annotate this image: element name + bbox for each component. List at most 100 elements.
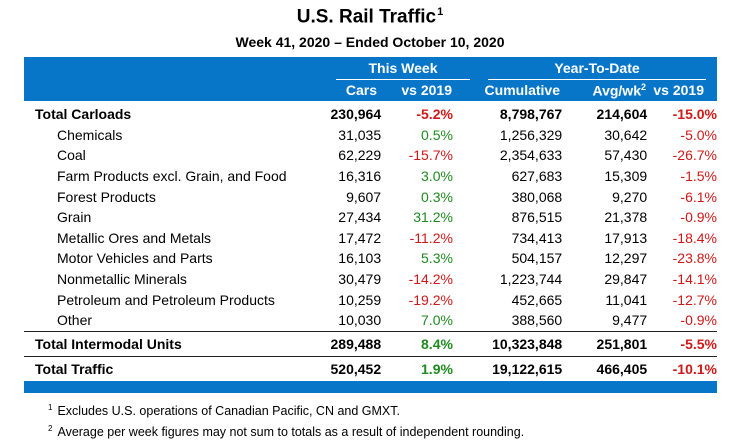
row-label: Other (24, 309, 303, 332)
vs2019-ytd-value: -6.1% (680, 188, 717, 205)
row-label: Petroleum and Petroleum Products (57, 291, 275, 308)
col-avgwk-label: Avg/wk (592, 82, 641, 99)
col-cars: Cars (345, 82, 377, 98)
vs2019-value: -14.2% (408, 271, 453, 288)
vs2019-value: 0.3% (421, 188, 453, 205)
cumulative-value: 8,798,767 (499, 106, 563, 123)
this-week-underline (336, 79, 470, 80)
avgwk-value: 466,405 (596, 360, 648, 377)
table-row: Metallic Ores and Metals 17,472 -11.2% 734,… (24, 228, 717, 249)
row-label: Forest Products (57, 188, 156, 205)
vs2019-value: 7.0% (381, 309, 453, 332)
cumulative-value: 388,560 (452, 309, 563, 332)
vs2019-value: 8.4% (381, 331, 453, 357)
cumulative-value: 452,665 (511, 291, 563, 308)
avgwk-footnote-mark: 2 (640, 82, 646, 92)
cumulative-value: 876,515 (511, 209, 563, 226)
footnote-1: 1 Excludes U.S. operations of Canadian Pa… (48, 403, 400, 418)
vs2019-ytd-value: -12.7% (672, 291, 717, 308)
footnote-2-text: Average per week figures may not sum to … (57, 425, 525, 440)
title-text: U.S. Rail Traffic (296, 6, 437, 28)
vs2019-ytd-value: -26.7% (672, 147, 717, 164)
vs2019-value: -19.2% (408, 291, 453, 308)
cumulative-value: 504,157 (511, 250, 563, 267)
table-row: Total Carloads 230,964 -5.2% 8,798,767 214,6… (24, 104, 717, 125)
col-vs2019-ytd: vs 2019 (653, 82, 704, 98)
footnote-1-mark: 1 (48, 403, 53, 412)
vs2019-value: -15.7% (408, 147, 453, 164)
table-row: Petroleum and Petroleum Products 10,259 -1… (24, 289, 717, 310)
avgwk-value: 30,642 (604, 126, 648, 143)
cars-value: 30,479 (338, 271, 382, 288)
row-label: Total Carloads (35, 106, 132, 123)
ytd-underline (488, 79, 706, 80)
row-label: Total Intermodal Units (24, 331, 303, 357)
cumulative-value: 734,413 (511, 229, 563, 246)
avgwk-value: 29,847 (604, 271, 648, 288)
table-row: Grain 27,434 31.2% 876,515 21,378 -0.9% (24, 207, 717, 228)
page-title: U.S. Rail Traffic1 (0, 6, 740, 28)
table-row: Forest Products 9,607 0.3% 380,068 9,270 -6.1… (24, 186, 717, 207)
avgwk-value: 17,913 (604, 229, 648, 246)
cumulative-value: 627,683 (511, 168, 563, 185)
cumulative-value: 19,122,615 (492, 360, 563, 377)
avgwk-value: 214,604 (596, 106, 648, 123)
vs2019-ytd-value: -23.8% (672, 250, 717, 267)
table-row: Coal 62,229 -15.7% 2,354,633 57,430 -26.7% (24, 145, 717, 166)
cumulative-value: 2,354,633 (499, 147, 563, 164)
table-row: Other 10,030 7.0% 388,560 9,477 -0.9% (24, 309, 717, 332)
cumulative-value: 1,256,329 (499, 126, 563, 143)
footnote-1-text: Excludes U.S. operations of Canadian Pac… (57, 404, 400, 419)
table-row: Total Traffic 520,452 1.9% 19,122,615 466,40… (24, 356, 717, 381)
table-row: Motor Vehicles and Parts 16,103 5.3% 504,15… (24, 248, 717, 269)
avgwk-value: 15,309 (604, 168, 648, 185)
col-cumulative: Cumulative (484, 82, 560, 98)
cars-value: 62,229 (338, 147, 382, 164)
vs2019-value: 0.5% (421, 126, 453, 143)
row-label: Grain (57, 209, 92, 226)
avgwk-value: 11,041 (605, 291, 648, 308)
col-vs2019: vs 2019 (401, 82, 452, 98)
row-label: Total Traffic (35, 360, 114, 377)
cars-value: 520,452 (330, 360, 382, 377)
vs2019-ytd-value: -14.1% (672, 271, 717, 288)
rail-traffic-table: Total Carloads 230,964 -5.2% 8,798,767 214,6… (24, 104, 717, 381)
row-label: Nonmetallic Minerals (57, 271, 187, 288)
table-row: Farm Products excl. Grain, and Food 16,31… (24, 166, 717, 187)
vs2019-ytd-value: -0.9% (680, 209, 717, 226)
avgwk-value: 12,297 (604, 250, 648, 267)
row-label: Chemicals (57, 126, 123, 143)
ytd-header: Year-To-Date (554, 60, 640, 76)
avgwk-value: 251,801 (562, 331, 648, 357)
vs2019-value: 3.0% (421, 168, 453, 185)
vs2019-ytd-value: -15.0% (672, 106, 717, 123)
vs2019-ytd-value: -10.1% (672, 360, 717, 377)
avgwk-value: 21,378 (604, 209, 648, 226)
cars-value: 10,030 (302, 309, 382, 332)
cars-value: 31,035 (338, 126, 382, 143)
cars-value: 16,103 (338, 250, 382, 267)
cars-value: 16,316 (338, 168, 382, 185)
cumulative-value: 1,223,744 (499, 271, 563, 288)
footer-band (24, 381, 717, 393)
vs2019-ytd-value: -18.4% (672, 229, 717, 246)
table-row: Nonmetallic Minerals 30,479 -14.2% 1,223,74… (24, 269, 717, 290)
vs2019-value: -11.2% (409, 229, 453, 246)
footnote-2: 2 Average per week figures may not sum to… (48, 424, 524, 439)
cars-value: 289,488 (302, 331, 382, 357)
table-row: Total Intermodal Units 289,488 8.4% 10,323,… (24, 331, 717, 357)
row-label: Farm Products excl. Grain, and Food (57, 168, 287, 185)
avgwk-value: 57,430 (604, 147, 648, 164)
cars-value: 10,259 (338, 291, 382, 308)
vs2019-ytd-value: -5.5% (647, 331, 717, 357)
avgwk-value: 9,270 (612, 188, 648, 205)
vs2019-ytd-value: -0.9% (647, 309, 717, 332)
title-footnote-mark: 1 (437, 6, 444, 18)
row-label: Motor Vehicles and Parts (57, 250, 213, 267)
page-subtitle: Week 41, 2020 – Ended October 10, 2020 (235, 34, 505, 50)
cars-value: 17,472 (338, 229, 382, 246)
row-label: Metallic Ores and Metals (57, 229, 212, 246)
vs2019-value: -5.2% (416, 106, 453, 123)
cumulative-value: 380,068 (511, 188, 563, 205)
footnote-2-mark: 2 (48, 424, 53, 433)
